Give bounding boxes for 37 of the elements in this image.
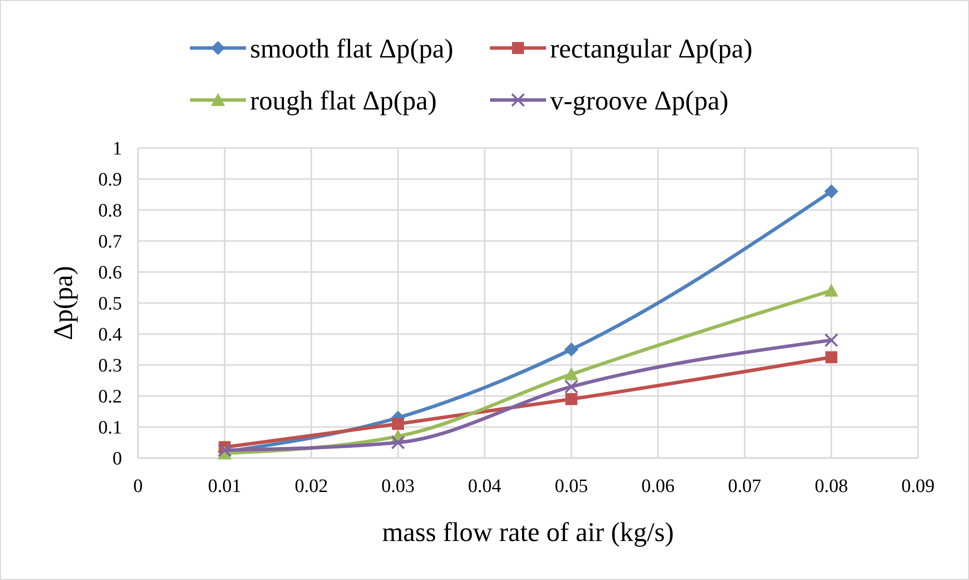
y-tick-label: 0.7 bbox=[98, 232, 122, 253]
x-tick-label: 0.09 bbox=[901, 476, 935, 497]
x-tick-label: 0.07 bbox=[728, 476, 762, 497]
point bbox=[824, 184, 838, 198]
point bbox=[825, 351, 838, 364]
point bbox=[824, 284, 838, 297]
x-tick-label: 0.08 bbox=[814, 476, 848, 497]
y-tick-label: 1 bbox=[112, 138, 122, 160]
legend-label: smooth flat Δp(pa) bbox=[250, 33, 454, 64]
y-tick-label: 0.1 bbox=[98, 418, 122, 439]
point bbox=[565, 393, 578, 406]
y-tick-label: 0.4 bbox=[98, 324, 122, 346]
point bbox=[564, 380, 578, 394]
point bbox=[392, 418, 404, 430]
x-tick-label: 0.03 bbox=[381, 476, 415, 497]
y-tick-label: 0.9 bbox=[98, 170, 122, 191]
x-tick-label: 0.04 bbox=[468, 476, 502, 497]
x-tick-label: 0.02 bbox=[294, 476, 328, 497]
y-tick-label: 0.3 bbox=[98, 356, 122, 377]
point bbox=[391, 436, 405, 450]
x-tick-label: 0.05 bbox=[554, 476, 588, 497]
x-tick-label: 0 bbox=[133, 476, 143, 497]
point bbox=[564, 367, 578, 380]
x-tick-label: 0.01 bbox=[208, 476, 242, 497]
point bbox=[824, 333, 838, 348]
y-tick-label: 0.5 bbox=[98, 294, 122, 315]
point bbox=[564, 342, 578, 356]
x-axis-title: mass flow rate of air (kg/s) bbox=[382, 517, 674, 547]
y-axis-title: Δp(pa) bbox=[48, 266, 78, 340]
y-tick-label: 0.8 bbox=[98, 200, 122, 222]
y-tick-label: 0 bbox=[112, 448, 122, 470]
y-tick-label: 0.2 bbox=[98, 386, 122, 408]
y-tick-label: 0.6 bbox=[98, 262, 122, 284]
legend-label: rectangular Δp(pa) bbox=[550, 33, 752, 64]
x-tick-label: 0.06 bbox=[641, 476, 675, 497]
legend-label: rough flat Δp(pa) bbox=[250, 85, 437, 116]
legend-label: v-groove Δp(pa) bbox=[550, 85, 729, 116]
